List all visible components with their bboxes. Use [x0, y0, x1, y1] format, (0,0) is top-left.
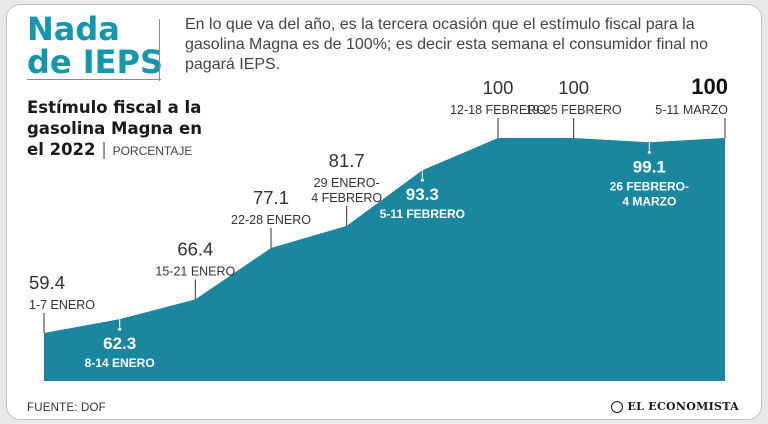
- intro-line-2: gasolina Magna es de 100%; es decir esta…: [185, 36, 708, 53]
- value-label-8: 100: [558, 77, 589, 98]
- chart-title: Estímulo fiscal a la gasolina Magna en e…: [27, 97, 227, 162]
- chart-unit: PORCENTAJE: [112, 144, 193, 158]
- source-note: FUENTE: DOF: [27, 402, 106, 414]
- date-label-7: 12-18 FEBRERO: [450, 103, 546, 117]
- value-label-4: 77.1: [253, 187, 289, 208]
- value-label-2: 62.3: [103, 334, 136, 353]
- brand-circle-icon: [611, 400, 624, 413]
- date-label-3: 15-21 ENERO: [155, 264, 235, 278]
- marker-dot-6: [420, 178, 424, 182]
- title-separator: |: [101, 140, 107, 159]
- value-label-6: 93.3: [406, 185, 439, 204]
- headline-line-2: de IEPS: [27, 43, 164, 81]
- intro-line-1: En lo que va del año, es la tercera ocas…: [185, 16, 695, 33]
- headline-divider-vertical: [159, 19, 160, 81]
- value-label-3: 66.4: [177, 238, 213, 259]
- chart-title-line-1: Estímulo fiscal a la: [27, 98, 202, 117]
- chart-title-line-2: gasolina Magna en: [27, 119, 202, 138]
- area-fill: [44, 138, 725, 381]
- date-label-2: 8-14 ENERO: [85, 356, 155, 370]
- headline-divider-horizontal: [27, 79, 161, 80]
- date-label-9-1: 26 FEBRERO-: [610, 179, 689, 193]
- intro-text: En lo que va del año, es la tercera ocas…: [185, 15, 753, 75]
- marker-dot-9: [647, 150, 651, 154]
- date-label-4: 22-28 ENERO: [231, 213, 311, 227]
- value-label-9: 99.1: [633, 157, 666, 176]
- chart-title-line-3: el 2022 | PORCENTAJE: [27, 139, 227, 162]
- headline: Nada de IEPS: [27, 13, 163, 79]
- intro-line-3: pagará IEPS.: [185, 56, 281, 73]
- headline-line-1: Nada: [27, 10, 120, 48]
- date-label-5-2: 4 FEBRERO: [311, 191, 382, 205]
- date-label-8: 19-25 FEBRERO: [526, 103, 622, 117]
- value-label-1: 59.4: [29, 272, 65, 293]
- date-label-10: 5-11 MARZO: [655, 103, 728, 117]
- chart-title-line-3-text: el 2022: [27, 140, 96, 159]
- value-label-7: 100: [483, 77, 514, 98]
- value-label-10: 100: [691, 74, 728, 99]
- brand-name: EL ECONOMISTA: [627, 400, 739, 413]
- date-label-5-1: 29 ENERO-: [314, 176, 380, 190]
- value-label-5: 81.7: [329, 150, 365, 171]
- brand-logo: EL ECONOMISTA: [611, 400, 739, 413]
- date-label-1: 1-7 ENERO: [29, 298, 95, 312]
- date-label-6: 5-11 FEBRERO: [380, 207, 465, 221]
- marker-dot-2: [118, 327, 122, 331]
- date-label-9-2: 4 MARZO: [622, 194, 676, 208]
